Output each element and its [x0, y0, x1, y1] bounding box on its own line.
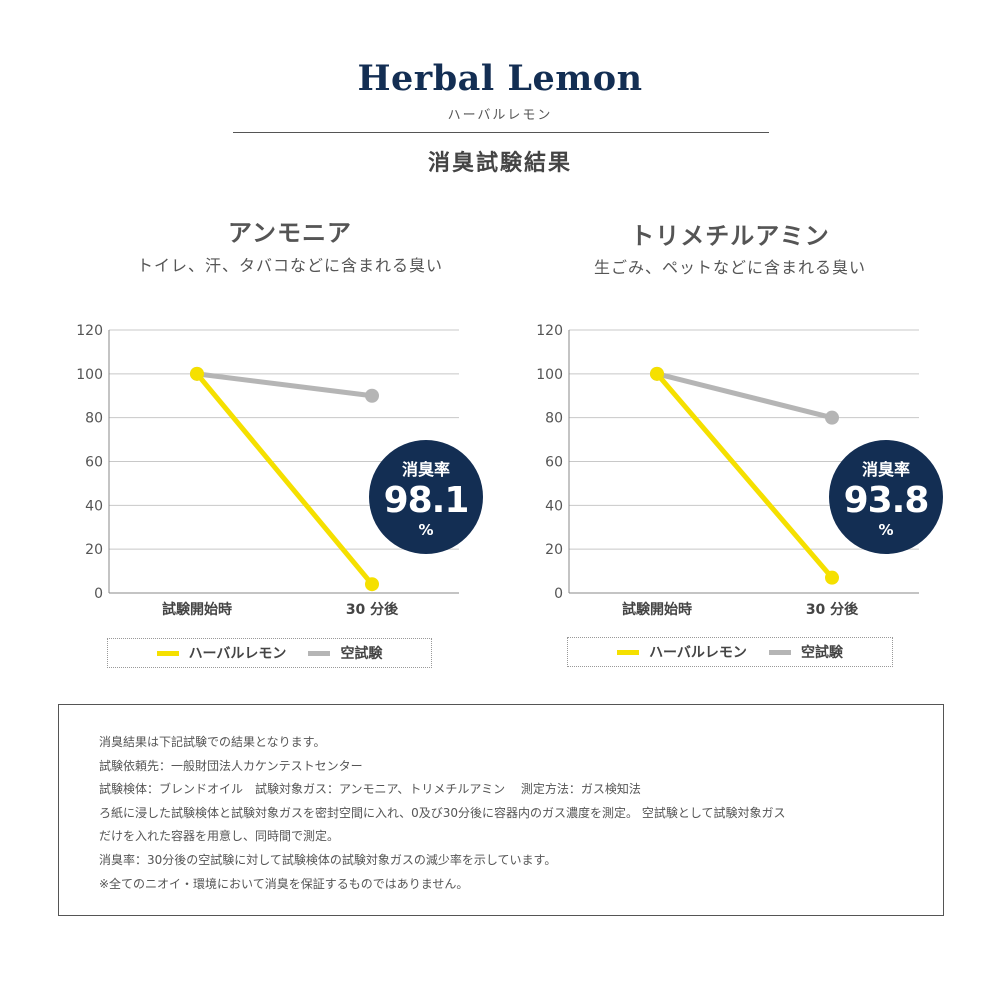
chart-title-ammonia: アンモニア	[227, 219, 353, 247]
legend-item-blank-test: 空試験	[308, 643, 382, 663]
y-tick-label: 120	[536, 323, 563, 339]
legend-label-blank-test: 空試験	[340, 646, 383, 662]
badge-unit: %	[418, 521, 433, 539]
y-tick-label: 60	[545, 455, 563, 471]
note-line: ※全てのニオイ・環境において消臭を保証するものではありません。	[99, 876, 469, 891]
x-tick-label: 30 分後	[346, 601, 399, 618]
legend-swatch-herbal-lemon	[156, 650, 179, 656]
series-line-blank-test	[654, 371, 835, 421]
y-tick-label: 100	[536, 367, 563, 383]
badge-label: 消臭率	[402, 460, 450, 479]
badge-label: 消臭率	[862, 460, 910, 479]
legend-swatch-blank-test	[768, 649, 791, 655]
title-divider	[233, 132, 769, 133]
series-line-herbal-lemon	[194, 371, 375, 587]
test-notes: 消臭結果は下記試験での結果となります。 試験依頼先：一般財団法人カケンテストセン…	[58, 704, 944, 916]
series-line-blank-test	[194, 371, 375, 399]
note-line: 消臭結果は下記試験での結果となります。	[99, 735, 326, 749]
y-tick-label: 80	[85, 411, 103, 427]
section-title: 消臭試験結果	[427, 151, 572, 176]
y-tick-label: 20	[85, 542, 103, 558]
y-tick-label: 0	[94, 586, 103, 602]
y-tick-label: 40	[85, 498, 103, 514]
y-tick-label: 40	[545, 498, 563, 514]
badge-value: 93.8	[844, 480, 929, 521]
legend-swatch-herbal-lemon	[617, 649, 640, 655]
y-tick-label: 20	[545, 542, 563, 558]
page-title-kana: ハーバルレモン	[447, 108, 553, 123]
badge-value: 98.1	[384, 480, 469, 521]
badge-unit: %	[878, 521, 893, 539]
data-point-herbal-lemon	[825, 570, 839, 585]
y-tick-label: 120	[76, 323, 103, 339]
note-line: 試験検体：ブレンドオイル 試験対象ガス：アンモニア、トリメチルアミン 測定方法：…	[99, 782, 641, 797]
data-point-blank-test	[825, 410, 839, 425]
legend-label-blank-test: 空試験	[800, 645, 843, 661]
note-line: 試験依頼先：一般財団法人カケンテストセンター	[99, 758, 363, 773]
deodorization-rate-badge	[369, 440, 483, 554]
note-line: だけを入れた容器を用意し、同時間で測定。	[99, 829, 340, 844]
chart-subtitle-trimethylamine: 生ごみ、ペットなどに含まれる臭い	[593, 258, 866, 277]
note-line: ろ紙に浸した試験検体と試験対象ガスを密封空間に入れ、0及び30分後に容器内のガス…	[99, 805, 786, 820]
y-tick-label: 60	[85, 455, 103, 471]
chart-title-trimethylamine: トリメチルアミン	[630, 222, 830, 250]
legend-item-herbal-lemon: ハーバルレモン	[617, 642, 747, 662]
x-tick-label: 試験開始時	[622, 601, 692, 618]
legend-label-herbal-lemon: ハーバルレモン	[649, 645, 747, 661]
y-tick-label: 0	[554, 586, 563, 602]
chart-subtitle-ammonia: トイレ、汗、タバコなどに含まれる臭い	[136, 256, 443, 275]
page-title: Herbal Lemon	[357, 58, 643, 99]
series-line-herbal-lemon	[654, 371, 835, 581]
x-tick-label: 30 分後	[806, 601, 859, 618]
y-tick-label: 100	[76, 367, 103, 383]
data-point-herbal-lemon	[190, 366, 204, 381]
legend-item-blank-test: 空試験	[768, 642, 843, 662]
legend-swatch-blank-test	[308, 650, 331, 656]
legend-label-herbal-lemon: ハーバルレモン	[188, 646, 287, 662]
deodorization-rate-badge	[829, 440, 943, 554]
data-point-herbal-lemon	[365, 577, 379, 592]
x-tick-label: 試験開始時	[162, 601, 232, 618]
data-point-herbal-lemon	[650, 366, 664, 381]
chart-legend-trimethylamine: ハーバルレモン 空試験	[567, 637, 893, 667]
note-line: 消臭率：30分後の空試験に対して試験検体の試験対象ガスの減少率を示しています。	[99, 852, 557, 867]
chart-legend-ammonia: ハーバルレモン 空試験	[107, 638, 432, 668]
y-tick-label: 80	[545, 411, 563, 427]
legend-item-herbal-lemon: ハーバルレモン	[156, 643, 287, 663]
data-point-blank-test	[365, 388, 379, 403]
